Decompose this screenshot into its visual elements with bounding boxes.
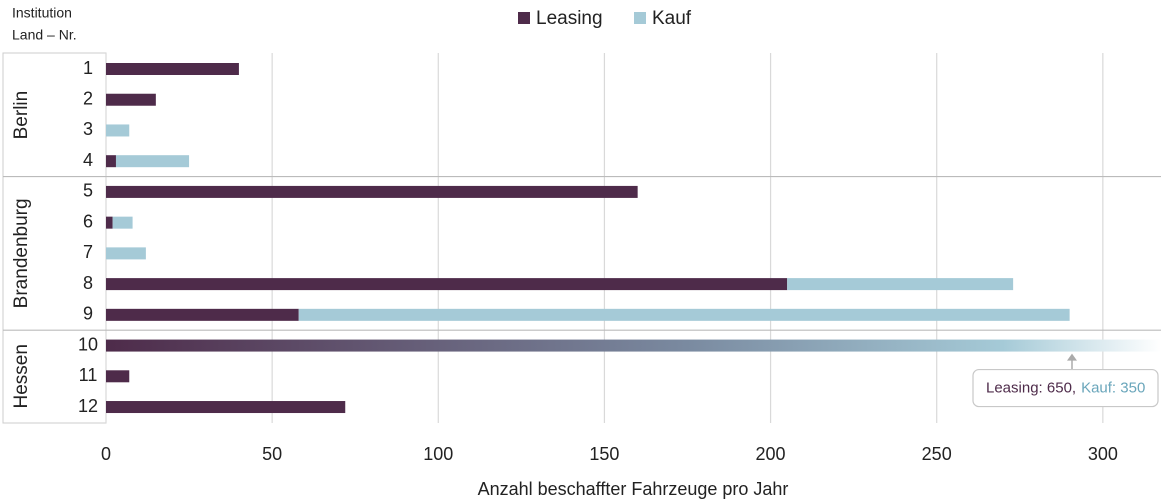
legend-label: Leasing xyxy=(536,8,603,29)
group-label: Berlin xyxy=(11,91,32,140)
category-label: 4 xyxy=(83,150,93,170)
bar-segment xyxy=(787,278,1014,291)
x-tick-label: 200 xyxy=(756,444,786,464)
bar-segment xyxy=(115,155,190,168)
annotation-part: Kauf: 350 xyxy=(1081,380,1145,397)
header-line: Institution xyxy=(12,5,72,21)
annotation-part: Leasing: 650, xyxy=(986,380,1076,397)
bar-segment xyxy=(106,124,130,137)
legend-swatch xyxy=(518,12,530,24)
bar-segment xyxy=(106,185,638,198)
x-axis-title: Anzahl beschaffter Fahrzeuge pro Jahr xyxy=(478,479,789,499)
x-tick-label: 300 xyxy=(1088,444,1118,464)
bar-segment xyxy=(106,247,146,260)
category-label: 11 xyxy=(79,365,98,385)
category-label: 10 xyxy=(78,334,98,354)
legend-swatch xyxy=(634,12,646,24)
annotation-arrowhead xyxy=(1067,353,1077,361)
category-label: 9 xyxy=(83,304,93,324)
x-tick-label: 50 xyxy=(262,444,282,464)
category-label: 6 xyxy=(83,211,93,231)
bar-segment xyxy=(106,308,299,321)
bar-segment xyxy=(106,278,788,291)
bar-segment xyxy=(106,401,346,414)
category-label: 8 xyxy=(83,273,93,293)
header-line: Land – Nr. xyxy=(12,27,77,43)
bar-segment xyxy=(106,63,239,75)
x-tick-label: 250 xyxy=(922,444,952,464)
bar-segment xyxy=(106,155,116,168)
group-label: Brandenburg xyxy=(11,198,32,308)
category-label: 2 xyxy=(83,88,93,108)
bar-segment xyxy=(106,216,113,229)
category-label: 3 xyxy=(83,119,93,139)
category-label: 12 xyxy=(78,396,98,416)
legend-label: Kauf xyxy=(652,8,692,29)
bar-overflow xyxy=(106,339,1161,352)
x-tick-label: 100 xyxy=(423,444,453,464)
category-label: 1 xyxy=(83,58,93,78)
bar-segment xyxy=(106,370,130,383)
annotation-box xyxy=(972,368,1159,408)
x-tick-label: 0 xyxy=(101,444,111,464)
bar-segment xyxy=(298,308,1070,321)
bar-segment xyxy=(106,93,156,106)
category-label: 5 xyxy=(83,181,93,201)
annotation: Leasing: 650, Kauf: 350 xyxy=(986,380,1145,397)
category-label: 7 xyxy=(83,242,93,262)
group-label: Hessen xyxy=(11,344,32,408)
bar-segment xyxy=(112,216,133,229)
x-tick-label: 150 xyxy=(589,444,619,464)
